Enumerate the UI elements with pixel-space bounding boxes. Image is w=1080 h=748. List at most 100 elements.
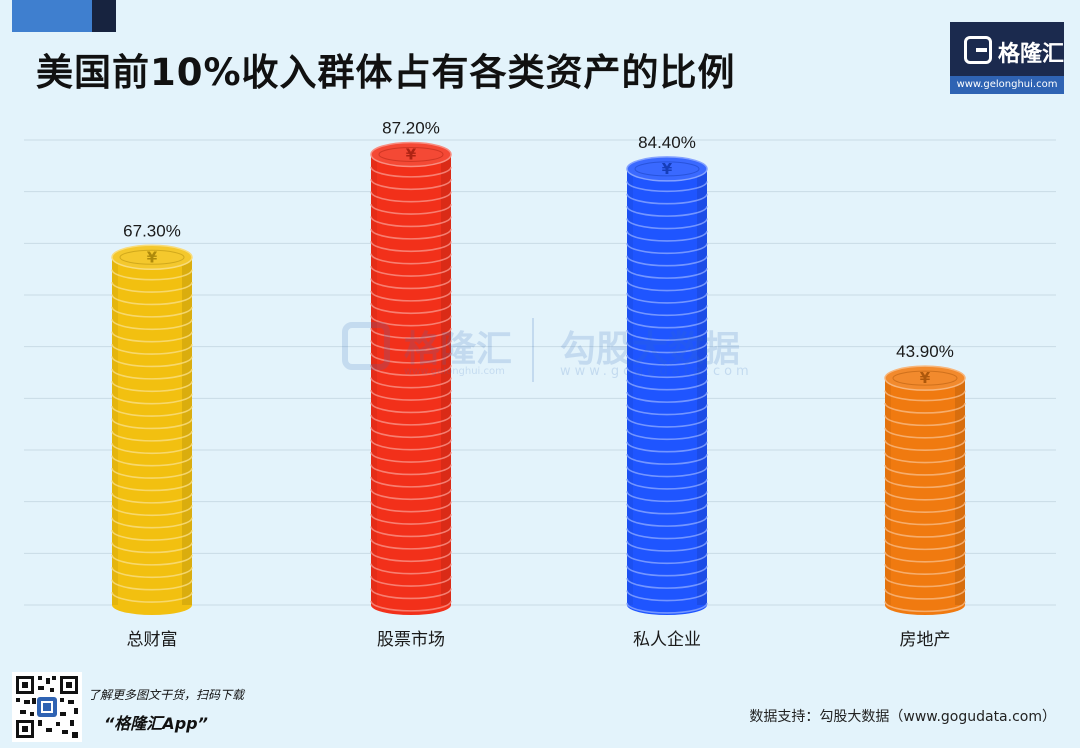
coin-edge bbox=[370, 402, 452, 414]
bar-top-coin bbox=[626, 156, 708, 182]
coin-edge bbox=[111, 405, 193, 417]
coin-edge bbox=[884, 588, 966, 600]
coin-edge bbox=[111, 269, 193, 281]
coin-edge bbox=[111, 281, 193, 293]
category-label: 房地产 bbox=[900, 630, 951, 650]
bar-3 bbox=[885, 378, 965, 615]
coin-edge bbox=[884, 514, 966, 526]
coin-edge bbox=[626, 342, 708, 354]
coin-edge bbox=[626, 553, 708, 565]
yen-coin-icon: ¥ bbox=[662, 160, 673, 178]
coin-edge bbox=[111, 418, 193, 430]
coin-edge bbox=[370, 203, 452, 215]
coin-edge bbox=[370, 389, 452, 401]
coin-edge bbox=[370, 241, 452, 253]
coin-edge bbox=[626, 540, 708, 552]
coin-edge bbox=[626, 379, 708, 391]
category-label: 总财富 bbox=[127, 630, 178, 650]
qr-code-icon bbox=[12, 672, 82, 742]
bar-shadow bbox=[885, 378, 891, 605]
bar-top-coin-rim bbox=[892, 370, 958, 386]
coin-edge bbox=[370, 551, 452, 563]
coin-edge bbox=[111, 430, 193, 442]
logo-name: 格隆汇 bbox=[998, 42, 1065, 67]
coin-edge bbox=[370, 179, 452, 191]
coin-edge bbox=[626, 354, 708, 366]
coin-edge bbox=[111, 343, 193, 355]
coin-edge bbox=[884, 551, 966, 563]
coin-edge bbox=[370, 526, 452, 538]
bar-shadow bbox=[371, 154, 377, 605]
coin-edge bbox=[884, 440, 966, 451]
bar-1 bbox=[371, 154, 451, 615]
bar-top-coin-rim bbox=[634, 161, 700, 177]
coin-edge bbox=[626, 565, 708, 577]
coin-edge bbox=[884, 402, 966, 414]
coin-edge bbox=[626, 404, 708, 416]
coin-edge bbox=[884, 464, 966, 476]
coin-edge bbox=[370, 327, 452, 339]
coin-edge bbox=[370, 303, 452, 315]
coin-edge bbox=[370, 476, 452, 488]
coin-edge bbox=[626, 230, 708, 242]
coin-edge bbox=[370, 464, 452, 476]
coin-edge bbox=[111, 319, 193, 331]
bar-shadow bbox=[697, 168, 707, 605]
coin-edge bbox=[111, 455, 193, 467]
coin-edge bbox=[626, 181, 708, 193]
coin-edge bbox=[884, 539, 966, 551]
coin-edge bbox=[370, 414, 452, 426]
coin-edge bbox=[111, 591, 193, 603]
coin-edge bbox=[626, 478, 708, 490]
coin-edge bbox=[370, 340, 452, 352]
bar-top-coin bbox=[884, 365, 966, 391]
coin-edge bbox=[370, 501, 452, 513]
value-label: 84.40% bbox=[638, 133, 696, 152]
gelonghui-logo-icon bbox=[964, 36, 992, 64]
bar-shadow bbox=[112, 257, 118, 605]
coin-edge bbox=[626, 590, 708, 602]
bar-top-coin bbox=[370, 141, 452, 168]
coin-edge bbox=[626, 503, 708, 515]
coin-edge bbox=[626, 453, 708, 465]
coin-edge bbox=[626, 218, 708, 230]
coin-edge bbox=[626, 528, 708, 540]
coin-edge bbox=[370, 377, 452, 389]
chart-title: 美国前10%收入群体占有各类资产的比例 bbox=[36, 51, 736, 94]
coin-edge bbox=[884, 390, 966, 402]
coin-edge bbox=[370, 352, 452, 364]
coin-edge bbox=[626, 292, 708, 304]
coin-edge bbox=[626, 193, 708, 205]
coin-edge bbox=[111, 306, 193, 318]
coin-edge bbox=[884, 477, 966, 489]
coin-edge bbox=[884, 576, 966, 588]
coin-edge bbox=[111, 505, 193, 517]
coin-edge bbox=[111, 368, 193, 380]
coin-edge bbox=[370, 538, 452, 550]
coin-edge bbox=[626, 205, 708, 217]
yen-coin-icon: ¥ bbox=[406, 145, 417, 163]
coin-edge bbox=[111, 480, 193, 492]
coin-edge bbox=[370, 290, 452, 302]
coin-edge bbox=[111, 356, 193, 368]
coin-edge bbox=[370, 166, 452, 178]
coin-edge bbox=[626, 515, 708, 527]
coin-edge bbox=[626, 391, 708, 403]
value-label: 87.20% bbox=[382, 118, 440, 137]
coin-edge bbox=[370, 439, 452, 451]
app-name: “格隆汇App” bbox=[104, 714, 208, 733]
logo-url: www.gelonghui.com bbox=[950, 76, 1064, 94]
coin-edge bbox=[111, 492, 193, 504]
coin-edge bbox=[111, 579, 193, 591]
coin-edge bbox=[626, 577, 708, 589]
gelonghui-logo: 格隆汇 www.gelonghui.com bbox=[950, 22, 1064, 94]
coin-edge bbox=[626, 255, 708, 267]
coin-edge bbox=[370, 600, 452, 612]
coin-edge bbox=[626, 329, 708, 341]
coin-edge bbox=[111, 467, 193, 479]
coin-edge bbox=[626, 441, 708, 453]
yen-coin-icon: ¥ bbox=[920, 369, 931, 387]
bar-top-coin-rim bbox=[119, 249, 185, 265]
coin-edge bbox=[626, 429, 708, 441]
coin-edge bbox=[370, 575, 452, 587]
